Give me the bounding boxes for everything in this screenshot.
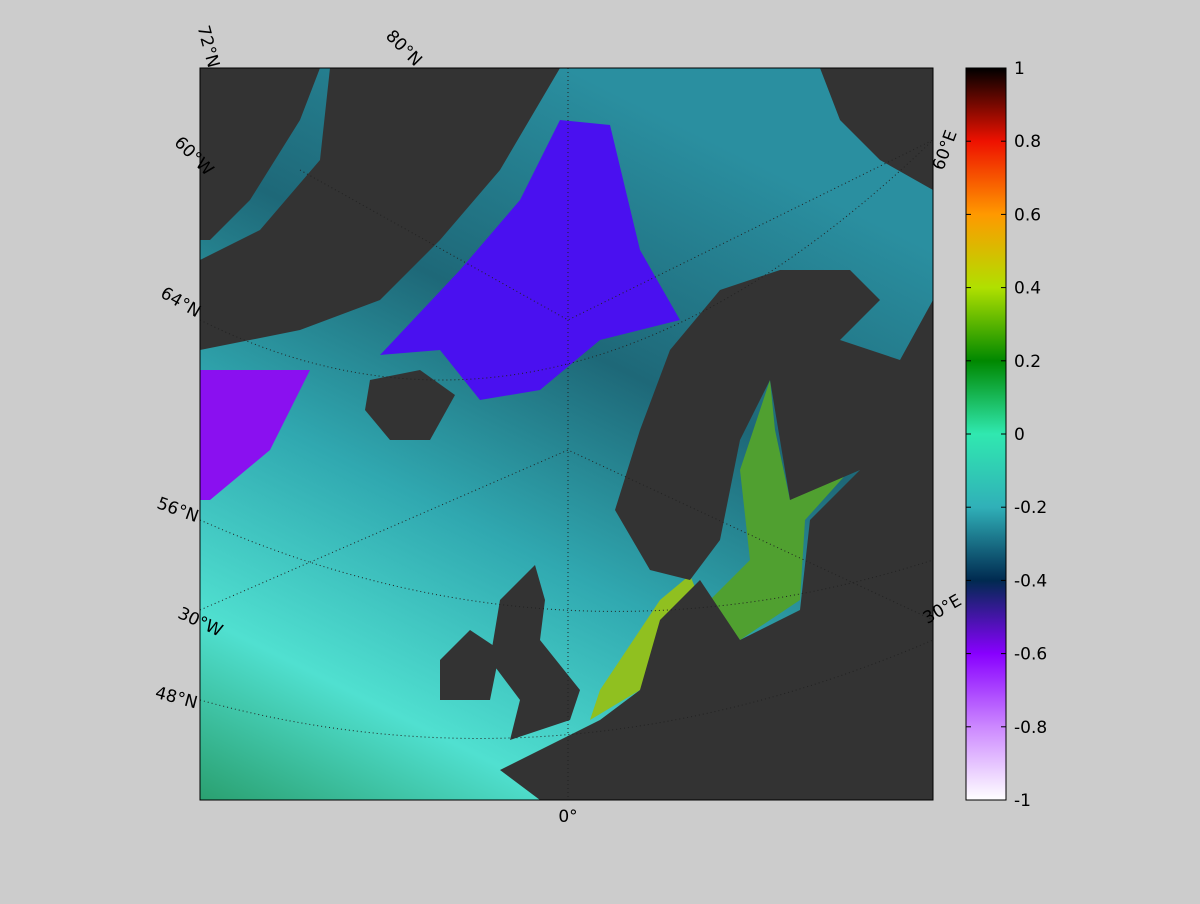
graticule <box>200 68 933 800</box>
cold-anomaly <box>200 370 310 500</box>
graticule-label: 64°N <box>157 283 204 322</box>
map <box>200 68 933 800</box>
cold-anomaly <box>380 120 680 400</box>
graticule-label: 48°N <box>153 683 200 713</box>
colorbar-tick-label: 0.8 <box>1014 132 1041 152</box>
colorbar-tick-label: 0.6 <box>1014 205 1041 225</box>
map-frame <box>199 67 934 801</box>
colorbar-tick-label: -0.4 <box>1014 571 1047 591</box>
land-greenland <box>200 68 560 350</box>
graticule-label: 72°N <box>193 23 223 70</box>
land-europe <box>500 68 933 800</box>
colorbar-tick-label: 0 <box>1014 425 1025 445</box>
land-britain-ireland <box>440 565 580 740</box>
graticule-label: 80°N <box>381 26 425 70</box>
colorbar-scale <box>965 67 1007 801</box>
colorbar-tick-label: 1 <box>1014 59 1025 79</box>
graticule-label: 0° <box>558 807 577 827</box>
colorbar-tick-label: 0.4 <box>1014 279 1041 299</box>
baltic <box>710 380 850 640</box>
colorbar: -1 -0.8 -0.6 -0.4 -0.2 0 0.2 0.4 0.6 0.8 1 <box>965 59 1047 811</box>
colorbar-tick-label: 0.2 <box>1014 352 1041 372</box>
colorbar-tick-label: -0.6 <box>1014 645 1047 665</box>
colorbar-tick-label: -0.8 <box>1014 718 1047 738</box>
colorbar-tick-label: -1 <box>1014 791 1031 811</box>
land-iceland <box>365 370 455 440</box>
graticule-label: 60°E <box>929 128 962 173</box>
colorbar-tick-label: -0.2 <box>1014 498 1047 518</box>
graticule-label: 56°N <box>154 494 201 527</box>
